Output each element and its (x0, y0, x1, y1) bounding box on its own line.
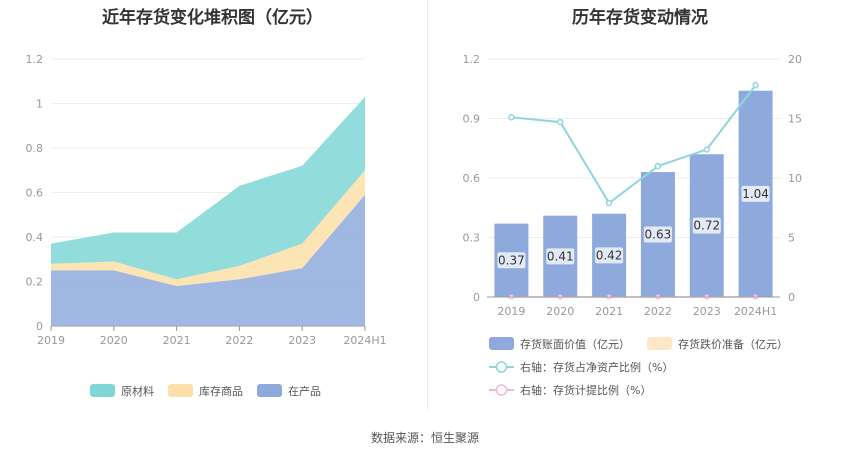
x-tick-label: 2023 (693, 305, 721, 318)
right-chart-title: 历年存货变动情况 (572, 8, 708, 28)
legend-label: 库存商品 (199, 384, 243, 398)
bar-label-bg (643, 226, 672, 243)
data-source-note: 数据来源：恒生聚源 (370, 431, 479, 445)
legend-swatch (90, 384, 115, 397)
legend-label: 原材料 (121, 384, 154, 398)
area-原材料 (51, 96, 365, 280)
y2-tick-label: 0 (788, 291, 795, 304)
x-tick-label: 2022 (225, 334, 253, 347)
bar-data-label: 1.04 (742, 187, 769, 201)
legend-label: 在产品 (288, 384, 321, 398)
legend-swatch (168, 384, 193, 397)
y2-tick-label: 20 (788, 53, 802, 66)
chart-divider (427, 0, 428, 410)
stacked-area-chart: 0 0.2 0.4 0.6 0.8 1 1.2 2019 2020 2021 2022 2023 202… (26, 53, 387, 398)
y-tick-label: 0 (36, 320, 43, 333)
bar-label-bg (595, 247, 624, 264)
bar-label-bg (546, 248, 575, 265)
right-legend: 存货账面价值（亿元） 存货跌价准备（亿元） 右轴：存货占净资产比例（%） 右轴：存货计… (489, 337, 788, 397)
bar-data-label: 0.42 (596, 248, 623, 262)
ratio-line (511, 84, 757, 205)
left-chart-title: 近年存货变化堆积图（亿元） (102, 8, 323, 28)
ratio-point (703, 146, 710, 153)
x-tick-label: 2023 (288, 334, 316, 347)
ratio-point (654, 162, 662, 170)
legend-label: 存货跌价准备（亿元） (678, 337, 788, 351)
y-tick-label: 1 (36, 98, 43, 111)
y-tick-label: 0.6 (26, 187, 44, 200)
y2-tick-label: 10 (788, 172, 802, 185)
y-tick-label: 0 (473, 291, 480, 304)
bar-data-label: 0.41 (547, 249, 574, 263)
legend-marker (495, 384, 508, 396)
y-tick-label: 1.2 (463, 53, 481, 66)
legend-label: 右轴：存货计提比例（%） (520, 383, 651, 397)
x-tick-label: 2020 (546, 305, 574, 318)
ratio-point (557, 118, 564, 126)
x-tick-label: 2019 (37, 334, 65, 347)
y-tick-label: 0.2 (26, 276, 44, 289)
x-tick-label: 2022 (644, 305, 672, 318)
legend-label: 存货账面价值（亿元） (520, 337, 630, 351)
y-tick-label: 1.2 (26, 53, 44, 66)
bar-label-bg (692, 217, 721, 234)
x-tick-label: 2019 (497, 305, 525, 318)
area-库存商品 (51, 170, 365, 286)
x-tick-label: 2021 (595, 305, 623, 318)
bar-label-bg (741, 185, 770, 202)
y-tick-label: 0.8 (26, 142, 44, 155)
ratio-point (508, 114, 515, 121)
x-tick-label: 2021 (163, 334, 191, 347)
inventory-bar-chart: 0 0.3 0.6 0.9 1.2 0 5 10 15 20 0.37 0.41 0.42 0.63 0.7… (463, 53, 803, 397)
left-legend: 原材料 库存商品 在产品 (90, 384, 321, 398)
y2-tick-label: 15 (788, 113, 802, 126)
x-tick-label: 2020 (100, 334, 128, 347)
y-tick-label: 0.9 (463, 113, 481, 126)
legend-swatch (489, 337, 514, 350)
legend-label: 右轴：存货占净资产比例（%） (520, 360, 673, 374)
bar-data-label: 0.37 (498, 253, 525, 267)
ratio-point (752, 81, 759, 89)
x-tick-label: 2024H1 (343, 334, 386, 347)
legend-swatch (257, 384, 282, 397)
y-tick-label: 0.4 (26, 231, 44, 244)
y-tick-label: 0.3 (463, 232, 481, 245)
bar-data-label: 0.63 (645, 228, 672, 242)
legend-marker (495, 361, 508, 373)
bar-data-label: 0.72 (693, 219, 720, 233)
area-在产品 (51, 194, 365, 326)
bar-label-bg (497, 252, 526, 269)
x-tick-label: 2024H1 (734, 305, 777, 318)
y2-tick-label: 5 (788, 232, 795, 245)
ratio-point (605, 199, 613, 207)
legend-swatch (647, 337, 672, 350)
y-tick-label: 0.6 (463, 172, 481, 185)
